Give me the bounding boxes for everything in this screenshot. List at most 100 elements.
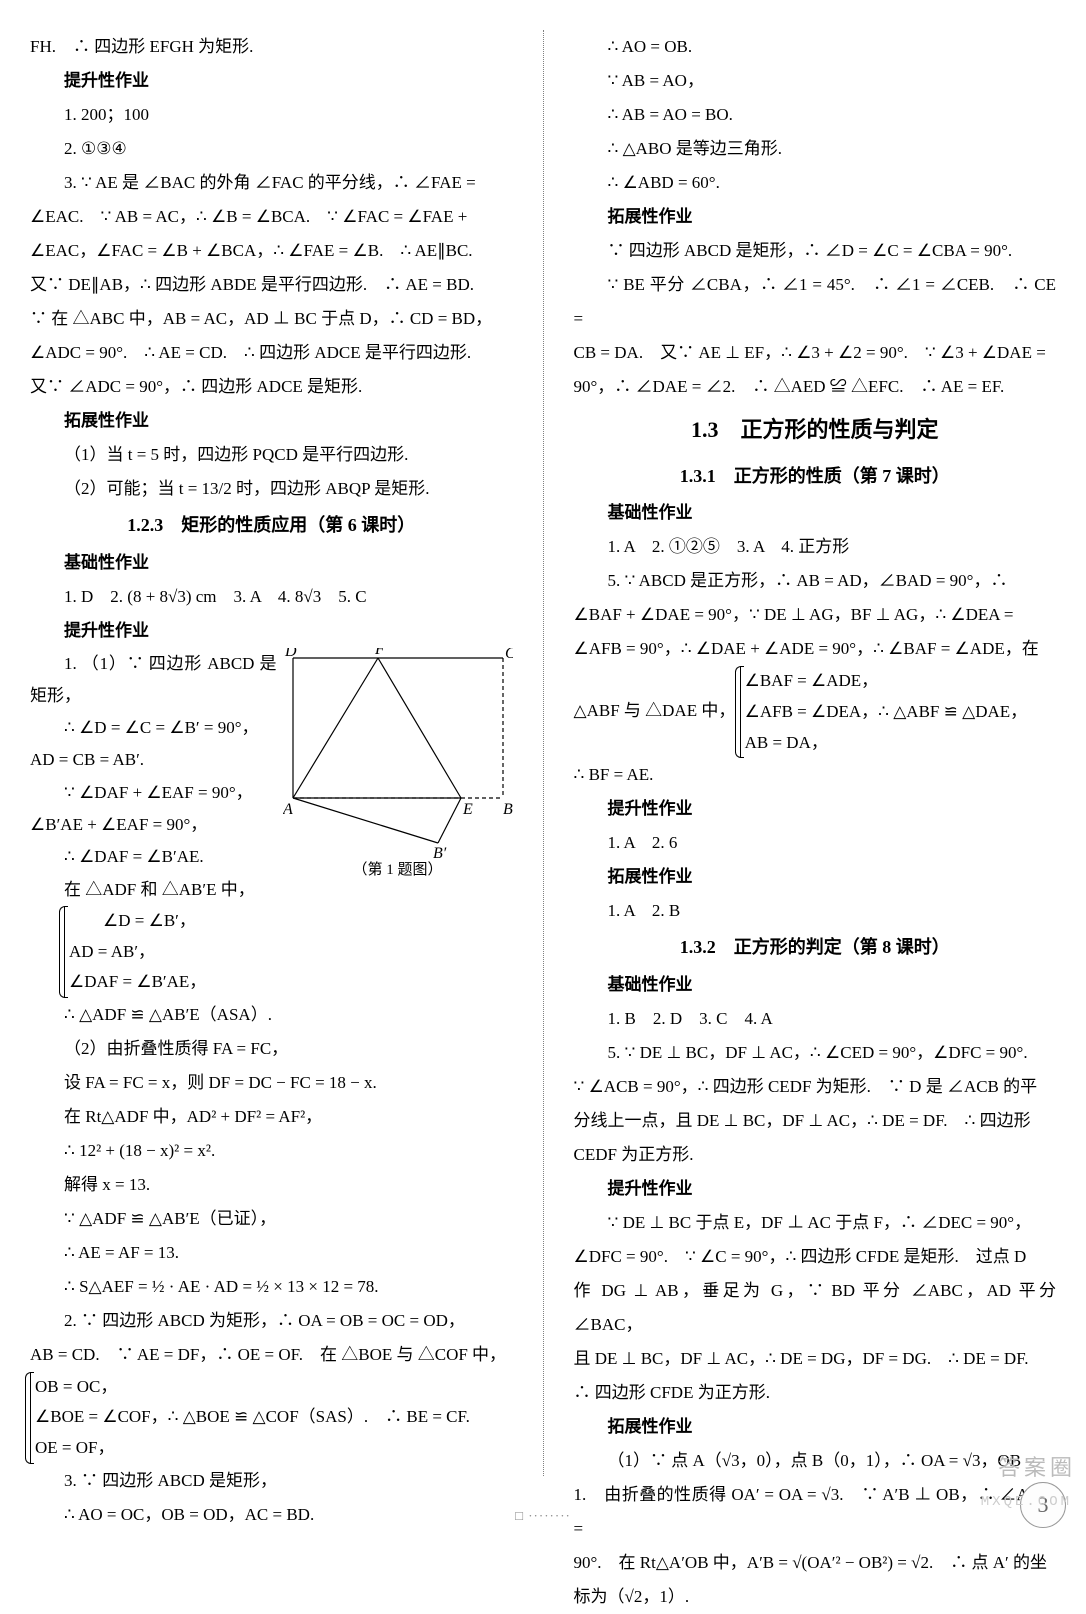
line: （1）当 t = 5 时，四边形 PQCD 是平行四边形. (30, 438, 513, 472)
case-line: AD = AB′， (69, 942, 155, 961)
line: ∵ BE 平分 ∠CBA，∴ ∠1 = 45°. ∴ ∠1 = ∠CEB. ∴ … (574, 268, 1057, 336)
section-1-2-3: 1.2.3 矩形的性质应用（第 6 课时） (30, 506, 513, 546)
heading-base-2: 基础性作业 (574, 496, 1057, 530)
line: 2. ①③④ (30, 132, 513, 166)
line: 3. ∵ 四边形 ABCD 是矩形， (30, 1464, 513, 1498)
line: 又∵ DE∥AB，∴ 四边形 ABDE 是平行四边形. ∴ AE = BD. (30, 268, 513, 302)
case-line: ∠DAF = ∠B′AE， (69, 972, 206, 991)
heading-extend-2: 拓展性作业 (574, 200, 1057, 234)
figure-1-caption: （第 1 题图） (283, 858, 513, 879)
line: CB = DA. 又∵ AE ⊥ EF，∴ ∠3 + ∠2 = 90°. ∵ ∠… (574, 336, 1057, 370)
line: ∵ AB = AO， (574, 64, 1057, 98)
line: CEDF 为正方形. (574, 1138, 1057, 1172)
svg-text:B: B (503, 801, 513, 818)
section-1-3-2: 1.3.2 正方形的判定（第 8 课时） (574, 928, 1057, 968)
svg-text:B′: B′ (433, 845, 447, 858)
heading-upgrade-2: 提升性作业 (30, 614, 513, 648)
line: ∴ AE = AF = 13. (30, 1236, 513, 1270)
column-divider (543, 30, 544, 1476)
case-line: ∠D = ∠B′， (103, 911, 196, 930)
svg-text:E: E (462, 801, 473, 818)
case-system-3: △ABF 与 △DAE 中， ∠BAF = ∠ADE， ∠AFB = ∠DEA，… (574, 666, 1057, 758)
left-column: FH. ∴ 四边形 EFGH 为矩形. 提升性作业 1. 200；100 2. … (30, 30, 513, 1476)
heading-upgrade-3: 提升性作业 (574, 792, 1057, 826)
svg-text:A: A (283, 801, 293, 818)
page-footer: □ ········ (0, 1508, 1086, 1524)
line: 分线上一点，且 DE ⊥ BC，DF ⊥ AC，∴ DE = DF. ∴ 四边形 (574, 1104, 1057, 1138)
line: ∠AFB = 90°，∴ ∠DAE + ∠ADE = 90°，∴ ∠BAF = … (574, 632, 1057, 666)
geometry-diagram: D F C A E B B′ (283, 648, 513, 858)
line: ∴ 12² + (18 − x)² = x². (30, 1134, 513, 1168)
line: ∴ S△AEF = ½ · AE · AD = ½ × 13 × 12 = 78… (30, 1270, 513, 1304)
heading-upgrade-1: 提升性作业 (30, 64, 513, 98)
line: ∴ 四边形 CFDE 为正方形. (574, 1376, 1057, 1410)
line: 90°，∴ ∠DAE = ∠2. ∴ △AED ≌ △EFC. ∴ AE = E… (574, 370, 1057, 404)
line: ∴ △ADF ≌ △AB′E（ASA）. (30, 998, 513, 1032)
heading-base-3: 基础性作业 (574, 968, 1057, 1002)
case-line: ∠BOE = ∠COF，∴ △BOE ≌ △COF（SAS）. ∴ BE = C… (35, 1407, 470, 1426)
svg-text:D: D (284, 648, 297, 660)
heading-extend-3: 拓展性作业 (574, 860, 1057, 894)
line: 在 Rt△ADF 中，AD² + DF² = AF²， (30, 1100, 513, 1134)
line: 3. ∵ AE 是 ∠BAC 的外角 ∠FAC 的平分线，∴ ∠FAE = (30, 166, 513, 200)
line: 90°. 在 Rt△A′OB 中，A′B = √(OA′² − OB²) = √… (574, 1546, 1057, 1580)
line: ∵ DE ⊥ BC 于点 E，DF ⊥ AC 于点 F，∴ ∠DEC = 90°… (574, 1206, 1057, 1240)
line: （1）∵ 点 A（√3，0），点 B（0，1），∴ OA = √3，OB = (574, 1444, 1057, 1478)
line: ∵ ∠ACB = 90°，∴ 四边形 CEDF 为矩形. ∵ D 是 ∠ACB … (574, 1070, 1057, 1104)
section-1-3: 1.3 正方形的性质与判定 (574, 404, 1057, 457)
line: 作 DG ⊥ AB，垂足为 G，∵ BD 平分 ∠ABC，AD 平分 ∠BAC， (574, 1274, 1057, 1342)
line: ∴ AB = AO = BO. (574, 98, 1057, 132)
line: ∴ BF = AE. (574, 758, 1057, 792)
line: ∴ △ABO 是等边三角形. (574, 132, 1057, 166)
line: 标为（√2，1）. (574, 1580, 1057, 1614)
watermark-en: MXQE.COM (981, 1494, 1072, 1510)
heading-extend-4: 拓展性作业 (574, 1410, 1057, 1444)
line: AB = CD. ∵ AE = DF，∴ OE = OF. 在 △BOE 与 △… (30, 1338, 513, 1372)
right-column: ∴ AO = OB. ∵ AB = AO， ∴ AB = AO = BO. ∴ … (574, 30, 1057, 1476)
case-system-2: OB = OC， ∠BOE = ∠COF，∴ △BOE ≌ △COF（SAS）.… (30, 1372, 513, 1464)
line: （2）可能；当 t = 13/2 时，四边形 ABQP 是矩形. (30, 472, 513, 506)
line: 解得 x = 13. (30, 1168, 513, 1202)
heading-base-1: 基础性作业 (30, 546, 513, 580)
line: 1. A 2. B (574, 894, 1057, 928)
line: 1. A 2. 6 (574, 826, 1057, 860)
line: 1. 200；100 (30, 98, 513, 132)
heading-extend-1: 拓展性作业 (30, 404, 513, 438)
section-1-3-1: 1.3.1 正方形的性质（第 7 课时） (574, 457, 1057, 497)
line: 5. ∵ ABCD 是正方形，∴ AB = AD，∠BAD = 90°，∴ (574, 564, 1057, 598)
case-line: AB = DA， (745, 733, 828, 752)
case-line: OE = OF， (35, 1438, 114, 1457)
line: 5. ∵ DE ⊥ BC，DF ⊥ AC，∴ ∠CED = 90°，∠DFC =… (574, 1036, 1057, 1070)
line: ∠EAC，∠FAC = ∠B + ∠BCA，∴ ∠FAE = ∠B. ∴ AE∥… (30, 234, 513, 268)
line: 又∵ ∠ADC = 90°，∴ 四边形 ADCE 是矩形. (30, 370, 513, 404)
figure-1: D F C A E B B′ （第 1 题图） (283, 648, 513, 879)
case-line: ∠BAF = ∠ADE， (745, 671, 879, 690)
line: ∠EAC. ∵ AB = AC，∴ ∠B = ∠BCA. ∵ ∠FAC = ∠F… (30, 200, 513, 234)
line: ∵ 在 △ABC 中，AB = AC，AD ⊥ BC 于点 D，∴ CD = B… (30, 302, 513, 336)
case-line: OB = OC， (35, 1377, 117, 1396)
page-root: FH. ∴ 四边形 EFGH 为矩形. 提升性作业 1. 200；100 2. … (0, 0, 1086, 1536)
line: 1. D 2. (8 + 8√3) cm 3. A 4. 8√3 5. C (30, 580, 513, 614)
case-line: ∠AFB = ∠DEA，∴ △ABF ≌ △DAE， (745, 702, 1028, 721)
line: ∠BAF + ∠DAE = 90°，∵ DE ⊥ AG，BF ⊥ AG，∴ ∠D… (574, 598, 1057, 632)
line: 且 DE ⊥ BC，DF ⊥ AC，∴ DE = DG，DF = DG. ∴ D… (574, 1342, 1057, 1376)
line: ∠ADC = 90°. ∴ AE = CD. ∴ 四边形 ADCE 是平行四边形… (30, 336, 513, 370)
svg-text:C: C (505, 648, 513, 662)
line: ∵ 四边形 ABCD 是矩形，∴ ∠D = ∠C = ∠CBA = 90°. (574, 234, 1057, 268)
line: ∵ △ADF ≌ △AB′E（已证）， (30, 1202, 513, 1236)
line: 设 FA = FC = x，则 DF = DC − FC = 18 − x. (30, 1066, 513, 1100)
footer-ornament: □ ········ (515, 1508, 571, 1524)
line: （2）由折叠性质得 FA = FC， (30, 1032, 513, 1066)
line: 1. B 2. D 3. C 4. A (574, 1002, 1057, 1036)
line: 1. A 2. ①②⑤ 3. A 4. 正方形 (574, 530, 1057, 564)
heading-upgrade-4: 提升性作业 (574, 1172, 1057, 1206)
line: 2. ∵ 四边形 ABCD 为矩形，∴ OA = OB = OC = OD， (30, 1304, 513, 1338)
line: ∴ AO = OB. (574, 30, 1057, 64)
line: ∴ ∠ABD = 60°. (574, 166, 1057, 200)
case-system-1: ∠D = ∠B′， AD = AB′， ∠DAF = ∠B′AE， (30, 906, 513, 998)
case-prefix: △ABF 与 △DAE 中， (574, 701, 736, 720)
watermark-cn: 答案圈 (998, 1450, 1076, 1482)
svg-text:F: F (374, 648, 385, 658)
line: FH. ∴ 四边形 EFGH 为矩形. (30, 30, 513, 64)
line: ∠DFC = 90°. ∵ ∠C = 90°，∴ 四边形 CFDE 是矩形. 过… (574, 1240, 1057, 1274)
